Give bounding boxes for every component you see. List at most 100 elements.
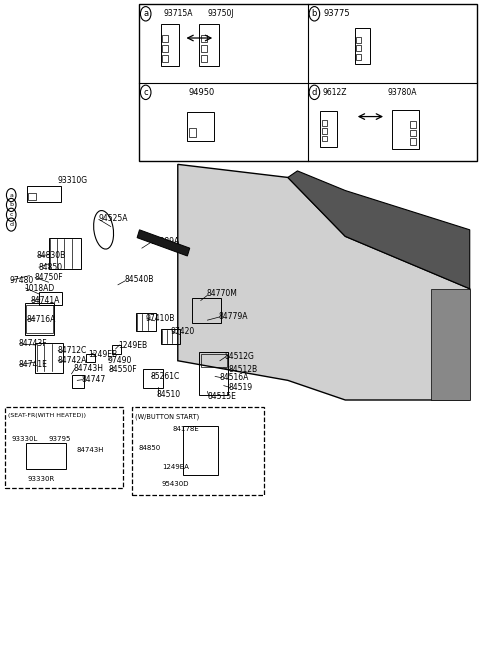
Bar bbox=[35, 343, 63, 373]
Text: 84516A: 84516A bbox=[220, 373, 249, 382]
Text: 84850: 84850 bbox=[39, 262, 63, 272]
Text: 84750F: 84750F bbox=[34, 273, 63, 282]
Text: c: c bbox=[144, 88, 148, 97]
Text: 84743H: 84743H bbox=[73, 364, 104, 373]
Text: 93715A: 93715A bbox=[163, 9, 192, 18]
Text: 93795: 93795 bbox=[48, 436, 71, 442]
Text: 93330L: 93330L bbox=[11, 436, 37, 442]
Bar bbox=[356, 54, 361, 60]
Text: 84830B: 84830B bbox=[36, 251, 66, 260]
Text: 1249EA: 1249EA bbox=[162, 464, 189, 470]
Text: 93330R: 93330R bbox=[27, 476, 54, 482]
Bar bbox=[28, 193, 36, 199]
Text: 84540B: 84540B bbox=[124, 275, 154, 284]
Bar bbox=[199, 352, 228, 395]
Text: 97480: 97480 bbox=[9, 276, 34, 285]
Text: 94525A: 94525A bbox=[99, 213, 128, 222]
Bar bbox=[322, 136, 326, 142]
Bar bbox=[201, 354, 227, 367]
Text: 84770M: 84770M bbox=[206, 289, 238, 298]
Bar bbox=[201, 45, 207, 52]
Text: 84512G: 84512G bbox=[225, 352, 254, 361]
Bar bbox=[136, 313, 156, 331]
Text: 84743F: 84743F bbox=[19, 339, 48, 348]
Bar bbox=[5, 407, 123, 488]
Bar bbox=[410, 138, 416, 145]
Text: 93780A: 93780A bbox=[387, 88, 417, 97]
Bar bbox=[162, 35, 168, 42]
Bar bbox=[24, 303, 54, 335]
Bar bbox=[25, 443, 66, 469]
Bar bbox=[201, 55, 207, 62]
Bar bbox=[132, 407, 264, 495]
Bar bbox=[48, 237, 81, 269]
Text: c: c bbox=[10, 213, 13, 217]
Bar bbox=[321, 111, 337, 147]
Polygon shape bbox=[288, 171, 470, 289]
Text: 84515E: 84515E bbox=[207, 392, 236, 401]
Bar bbox=[182, 426, 218, 476]
Polygon shape bbox=[432, 289, 470, 400]
Text: d: d bbox=[312, 88, 317, 97]
Text: 84779A: 84779A bbox=[219, 312, 249, 321]
Bar bbox=[39, 292, 62, 305]
Bar bbox=[162, 45, 168, 52]
Text: 1249EB: 1249EB bbox=[88, 350, 118, 359]
Text: 84510: 84510 bbox=[157, 390, 181, 400]
Bar bbox=[26, 305, 53, 333]
Text: b: b bbox=[312, 9, 317, 18]
Text: 81389A: 81389A bbox=[150, 237, 179, 246]
Text: 93310G: 93310G bbox=[58, 176, 87, 184]
Polygon shape bbox=[178, 165, 470, 400]
Text: 93750J: 93750J bbox=[207, 9, 234, 18]
Bar bbox=[162, 55, 168, 62]
Bar bbox=[356, 45, 361, 51]
Bar bbox=[161, 329, 180, 344]
Text: 84742A: 84742A bbox=[57, 356, 86, 365]
Text: 84741A: 84741A bbox=[31, 296, 60, 305]
Bar bbox=[410, 121, 416, 128]
Text: d: d bbox=[9, 222, 13, 227]
Bar bbox=[189, 128, 196, 137]
Bar bbox=[392, 110, 419, 150]
Text: 97420: 97420 bbox=[170, 327, 195, 337]
Text: 84178E: 84178E bbox=[173, 426, 200, 432]
Text: 9612Z: 9612Z bbox=[323, 88, 347, 97]
Bar bbox=[161, 24, 179, 66]
Text: 84741E: 84741E bbox=[19, 360, 48, 369]
Text: 84512B: 84512B bbox=[228, 365, 258, 375]
Text: 84743H: 84743H bbox=[76, 447, 104, 453]
Text: 1018AD: 1018AD bbox=[24, 283, 55, 293]
Text: (W/BUTTON START): (W/BUTTON START) bbox=[135, 413, 199, 420]
Text: 95430D: 95430D bbox=[162, 482, 190, 487]
Bar bbox=[86, 354, 95, 362]
Bar bbox=[187, 112, 214, 142]
Text: 94950: 94950 bbox=[189, 88, 215, 97]
Text: a: a bbox=[143, 9, 148, 18]
Bar bbox=[140, 4, 477, 161]
Bar bbox=[322, 128, 326, 134]
Text: 93775: 93775 bbox=[324, 9, 350, 18]
Text: 97410B: 97410B bbox=[145, 314, 175, 323]
Text: 84850: 84850 bbox=[138, 445, 160, 451]
Bar bbox=[112, 345, 121, 354]
Text: 84716A: 84716A bbox=[26, 315, 56, 324]
Bar bbox=[355, 28, 370, 64]
Bar bbox=[199, 24, 219, 66]
Bar bbox=[410, 130, 416, 136]
Text: a: a bbox=[9, 193, 13, 197]
Text: 84519: 84519 bbox=[228, 383, 252, 392]
Bar bbox=[72, 375, 84, 388]
Text: 85261C: 85261C bbox=[151, 372, 180, 381]
Bar bbox=[322, 120, 326, 126]
Text: 97490: 97490 bbox=[108, 356, 132, 365]
Text: (SEAT-FR(WITH HEATED)): (SEAT-FR(WITH HEATED)) bbox=[8, 413, 86, 418]
Text: 84712C: 84712C bbox=[57, 346, 86, 355]
Bar bbox=[201, 35, 207, 42]
Bar bbox=[192, 298, 221, 323]
Polygon shape bbox=[137, 230, 190, 256]
Bar bbox=[27, 186, 60, 201]
Bar bbox=[144, 369, 163, 388]
Bar bbox=[356, 37, 361, 43]
Text: b: b bbox=[9, 203, 13, 207]
